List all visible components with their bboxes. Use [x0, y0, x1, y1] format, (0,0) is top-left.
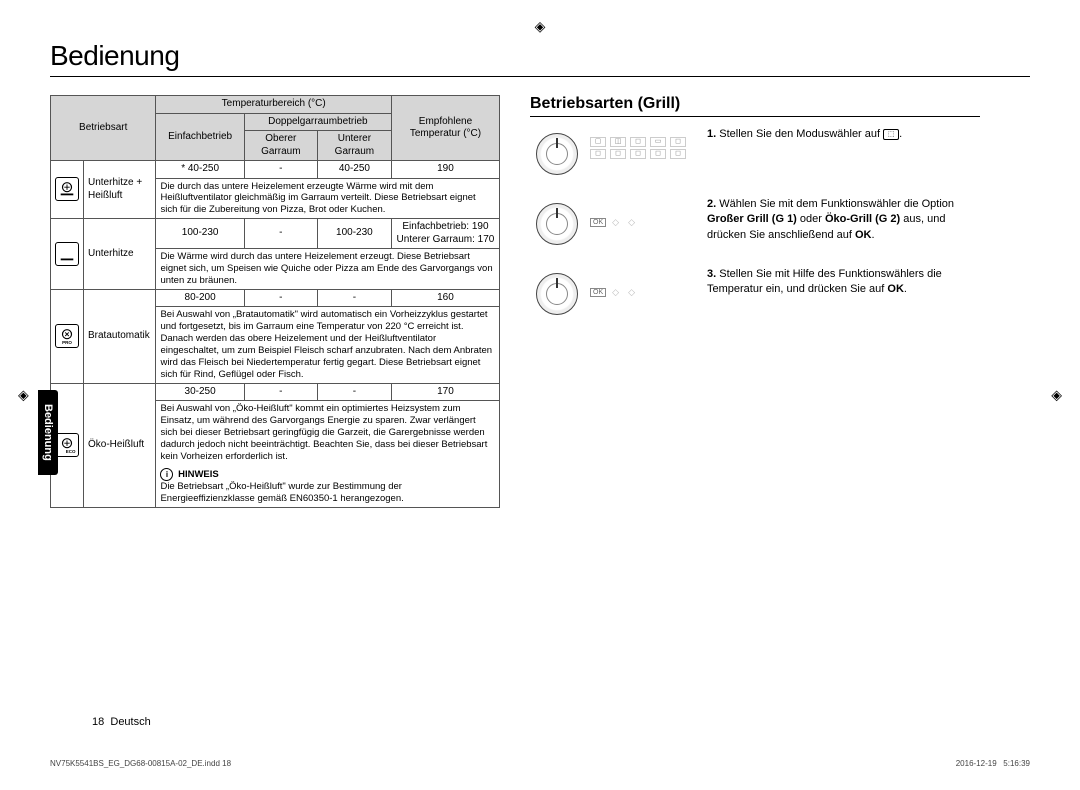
mode-name: Bratautomatik	[84, 289, 156, 383]
desc-text: Bei Auswahl von „Öko-Heißluft" kommt ein…	[160, 403, 487, 462]
dial-icon	[536, 133, 578, 175]
dial-icon	[536, 203, 578, 245]
cell: -	[244, 289, 317, 307]
cell: 30-250	[156, 383, 244, 401]
note-label: HINWEIS	[178, 469, 219, 480]
cell: 100-230	[156, 219, 244, 249]
right-column: Betriebsarten (Grill) ▢◫◻▭◻ ◻◻◻◻◻ 1. Ste…	[530, 95, 980, 508]
bold: OK	[887, 283, 904, 295]
mode-desc: Bei Auswahl von „Öko-Heißluft" kommt ein…	[156, 401, 500, 508]
step-text: 1. Stellen Sie den Moduswähler auf ⬚.	[707, 127, 980, 142]
text: Stellen Sie den Moduswähler auf	[719, 128, 883, 140]
crop-mark-top: ◈	[535, 18, 546, 35]
mode-name: Unterhitze + Heißluft	[84, 161, 156, 219]
th-rec: Empfohlene Temperatur (°C)	[391, 96, 499, 161]
cell: 80-200	[156, 289, 244, 307]
table-row: ECO Öko-Heißluft 30-250 - - 170	[51, 383, 500, 401]
table-row: PRO Bratautomatik 80-200 - - 160	[51, 289, 500, 307]
step-row: OK ◇ ◇ 2. Wählen Sie mit dem Funktionswä…	[530, 197, 980, 253]
cell: 190	[391, 161, 499, 179]
mode-name: Öko-Heißluft	[84, 383, 156, 508]
dial-icon	[536, 273, 578, 315]
th-single: Einfachbetrieb	[156, 113, 244, 161]
mode-icon-eco: ECO	[55, 433, 79, 457]
crop-mark-right: ◈	[1051, 387, 1062, 404]
mode-name: Unterhitze	[84, 219, 156, 290]
th-lower: Unterer Garraum	[317, 131, 391, 161]
step-row: ▢◫◻▭◻ ◻◻◻◻◻ 1. Stellen Sie den Moduswähl…	[530, 127, 980, 183]
step-row: OK ◇ ◇ 3. Stellen Sie mit Hilfe des Funk…	[530, 267, 980, 323]
mode-desc: Die Wärme wird durch das untere Heizelem…	[156, 249, 500, 290]
cell: -	[244, 219, 317, 249]
step-text: 2. Wählen Sie mit dem Funktionswähler di…	[707, 197, 980, 243]
print-footer-right: 2016-12-19 5:16:39	[956, 759, 1030, 768]
lamp-icon: ◇	[612, 287, 622, 297]
mode-icon-bottom	[55, 242, 79, 266]
timer-icon: ◇	[628, 217, 638, 227]
text: .	[899, 128, 902, 140]
cell: * 40-250	[156, 161, 244, 179]
cell: Einfachbetrieb: 190 Unterer Garraum: 170	[391, 219, 499, 249]
bold: OK	[855, 229, 872, 241]
step-diagram-full: ▢◫◻▭◻ ◻◻◻◻◻	[530, 127, 695, 183]
th-twin: Doppelgarraumbetrieb	[244, 113, 391, 131]
page-number: 18	[92, 716, 104, 728]
note-icon: i	[160, 468, 173, 481]
table-row: Unterhitze 100-230 - 100-230 Einfachbetr…	[51, 219, 500, 249]
mode-key-icon: ⬚	[883, 129, 899, 140]
svg-text:ECO: ECO	[66, 449, 76, 454]
mode-desc: Bei Auswahl von „Bratautomatik" wird aut…	[156, 307, 500, 383]
step-diagram-small: OK ◇ ◇	[530, 197, 695, 253]
cell: 40-250	[317, 161, 391, 179]
lamp-icon: ◇	[612, 217, 622, 227]
note-text: Die Betriebsart „Öko-Heißluft" wurde zur…	[160, 481, 495, 505]
print-footer-left: NV75K5541BS_EG_DG68-00815A-02_DE.indd 18	[50, 759, 231, 768]
modes-table: Betriebsart Temperaturbereich (°C) Empfo…	[50, 95, 500, 508]
svg-text:PRO: PRO	[62, 340, 72, 345]
text: .	[871, 229, 874, 241]
cell: -	[317, 383, 391, 401]
bold: Öko-Grill (G 2)	[825, 213, 900, 225]
cell: -	[244, 383, 317, 401]
ok-icon: OK	[590, 218, 606, 227]
text: .	[904, 283, 907, 295]
text: Wählen Sie mit dem Funktionswähler die O…	[719, 198, 954, 210]
panel-small: OK ◇ ◇	[590, 217, 638, 227]
page-lang: Deutsch	[110, 716, 150, 728]
cell: -	[244, 161, 317, 179]
mode-icon-pro: PRO	[55, 324, 79, 348]
bold: Großer Grill (G 1)	[707, 213, 797, 225]
cell: -	[317, 289, 391, 307]
step-num: 2.	[707, 198, 716, 210]
cell: 100-230	[317, 219, 391, 249]
th-mode: Betriebsart	[51, 96, 156, 161]
crop-mark-left: ◈	[18, 387, 29, 404]
section-heading: Betriebsarten (Grill)	[530, 95, 980, 117]
th-upper: Oberer Garraum	[244, 131, 317, 161]
cell: 170	[391, 383, 499, 401]
panel-small: OK ◇ ◇	[590, 287, 638, 297]
step-num: 3.	[707, 268, 716, 280]
page-title: Bedienung	[50, 40, 1030, 77]
timer-icon: ◇	[628, 287, 638, 297]
step-text: 3. Stellen Sie mit Hilfe des Funktionswä…	[707, 267, 980, 298]
table-row: Unterhitze + Heißluft * 40-250 - 40-250 …	[51, 161, 500, 179]
step-num: 1.	[707, 128, 716, 140]
mode-icon-fan-bottom	[55, 177, 79, 201]
left-column: Betriebsart Temperaturbereich (°C) Empfo…	[50, 95, 500, 508]
page-footer: 18 Deutsch	[92, 716, 151, 728]
step-diagram-small: OK ◇ ◇	[530, 267, 695, 323]
ok-icon: OK	[590, 288, 606, 297]
th-range: Temperaturbereich (°C)	[156, 96, 391, 114]
panel-icons: ▢◫◻▭◻ ◻◻◻◻◻	[590, 137, 686, 159]
cell: 160	[391, 289, 499, 307]
text: oder	[797, 213, 825, 225]
side-tab: Bedienung	[38, 390, 58, 475]
mode-desc: Die durch das untere Heizelement erzeugt…	[156, 178, 500, 219]
